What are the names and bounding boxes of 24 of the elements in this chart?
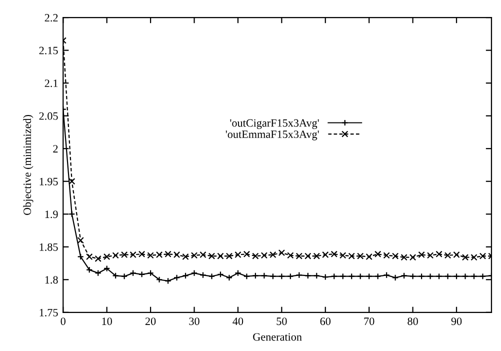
y-tick-label: 2.05 <box>39 112 58 120</box>
y-tick-label: 1.75 <box>40 308 58 316</box>
y-tick-label: 2.15 <box>39 46 58 54</box>
y-tick-label: 2.2 <box>44 14 58 22</box>
x-tick-label: 40 <box>232 318 244 326</box>
x-tick-label: 90 <box>451 318 462 326</box>
y-tick-label: 2.1 <box>44 80 58 88</box>
x-tick-label: 10 <box>102 318 112 326</box>
x-tick-label: 60 <box>320 318 331 326</box>
x-tick-label: 50 <box>276 318 287 326</box>
x-tick-label: 0 <box>60 318 66 326</box>
y-tick-label: 1.8 <box>45 276 58 284</box>
y-tick-label: 1.85 <box>40 243 58 251</box>
y-tick-label: 2 <box>53 145 58 152</box>
y-tick-label: 1.95 <box>40 178 58 186</box>
legend-label: 'outEmmaF15x3Avg' <box>226 130 319 140</box>
x-tick-label: 80 <box>408 318 418 326</box>
x-tick-label: 70 <box>364 318 374 326</box>
x-tick-label: 30 <box>189 318 200 326</box>
x-axis-title: Generation <box>253 333 302 341</box>
x-tick-label: 20 <box>145 318 156 326</box>
y-axis-title: Objective (minimized) <box>23 115 34 215</box>
legend-label: 'outCigarF15x3Avg' <box>230 119 319 130</box>
y-tick-label: 1.9 <box>45 210 58 218</box>
